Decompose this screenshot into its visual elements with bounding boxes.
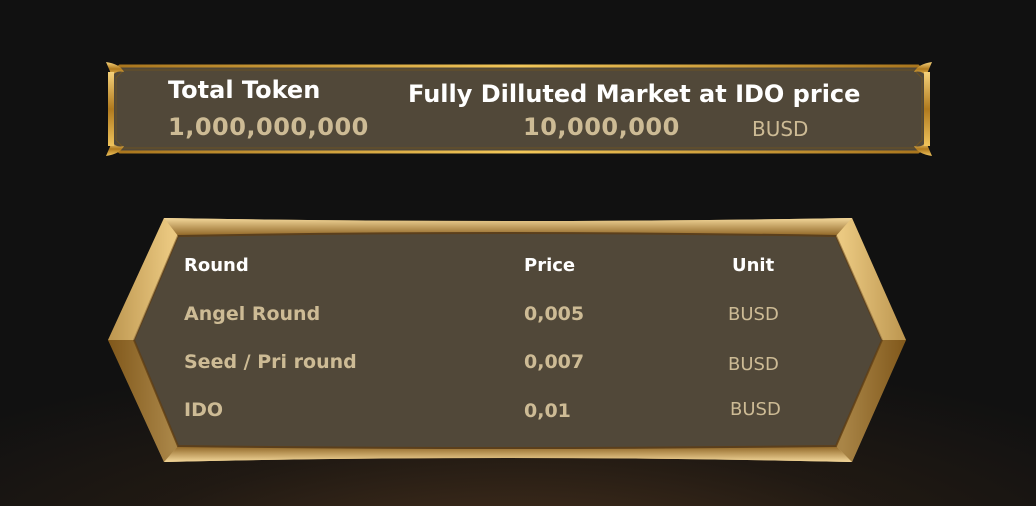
row-round-name: Seed / Pri round — [184, 351, 357, 373]
fdv-unit: BUSD — [752, 117, 809, 141]
rounds-table-panel: Round Price Unit Angel Round 0,005 BUSD … — [106, 214, 908, 466]
token-summary-banner: Total Token 1,000,000,000 Fully Dilluted… — [106, 60, 932, 158]
header-round: Round — [184, 255, 249, 276]
total-token-value: 1,000,000,000 — [168, 113, 369, 141]
row-round-unit: BUSD — [730, 399, 781, 420]
fdv-label: Fully Dilluted Market at IDO price — [408, 80, 861, 108]
row-round-name: Angel Round — [184, 303, 321, 325]
row-round-price: 0,005 — [524, 303, 585, 325]
rounds-gold-frame — [108, 218, 906, 462]
row-round-price: 0,007 — [524, 351, 585, 373]
total-token-label: Total Token — [168, 76, 321, 104]
row-round-unit: BUSD — [728, 354, 779, 375]
header-price: Price — [524, 255, 576, 276]
row-round-price: 0,01 — [524, 400, 571, 422]
fdv-value: 10,000,000 — [523, 113, 680, 141]
banner-gold-frame — [106, 62, 932, 156]
row-round-unit: BUSD — [728, 304, 779, 325]
header-unit: Unit — [732, 255, 775, 276]
row-round-name: IDO — [184, 399, 223, 421]
